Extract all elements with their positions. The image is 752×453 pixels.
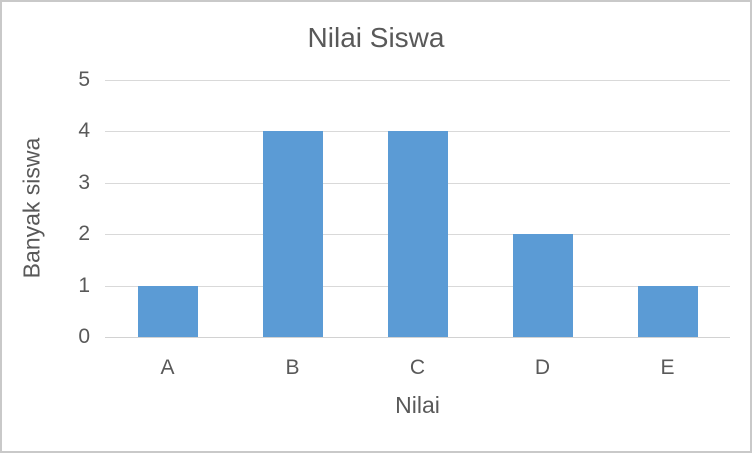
- x-category-label: D: [534, 356, 551, 379]
- x-axis-title: Nilai: [395, 392, 440, 418]
- x-category-label: B: [285, 356, 300, 379]
- bar-D: [512, 234, 573, 337]
- y-tick-label: 0: [78, 325, 90, 348]
- bar-A: [137, 285, 198, 337]
- y-tick-label: 5: [78, 68, 90, 91]
- x-category-label: E: [660, 356, 675, 379]
- gridline: [105, 80, 730, 81]
- x-axis-line: [105, 337, 730, 338]
- bar-E: [637, 285, 698, 337]
- y-tick-label: 1: [78, 273, 90, 297]
- y-axis-title: Banyak siswa: [18, 137, 45, 279]
- bar-B: [262, 131, 323, 337]
- x-category-label: A: [160, 356, 175, 379]
- bar-C: [387, 131, 448, 337]
- y-tick-label: 3: [78, 170, 90, 194]
- y-tick-label: 4: [78, 119, 90, 143]
- y-tick-label: 2: [78, 222, 90, 246]
- x-category-label: C: [409, 356, 426, 379]
- chart-title: Nilai Siswa: [307, 22, 445, 53]
